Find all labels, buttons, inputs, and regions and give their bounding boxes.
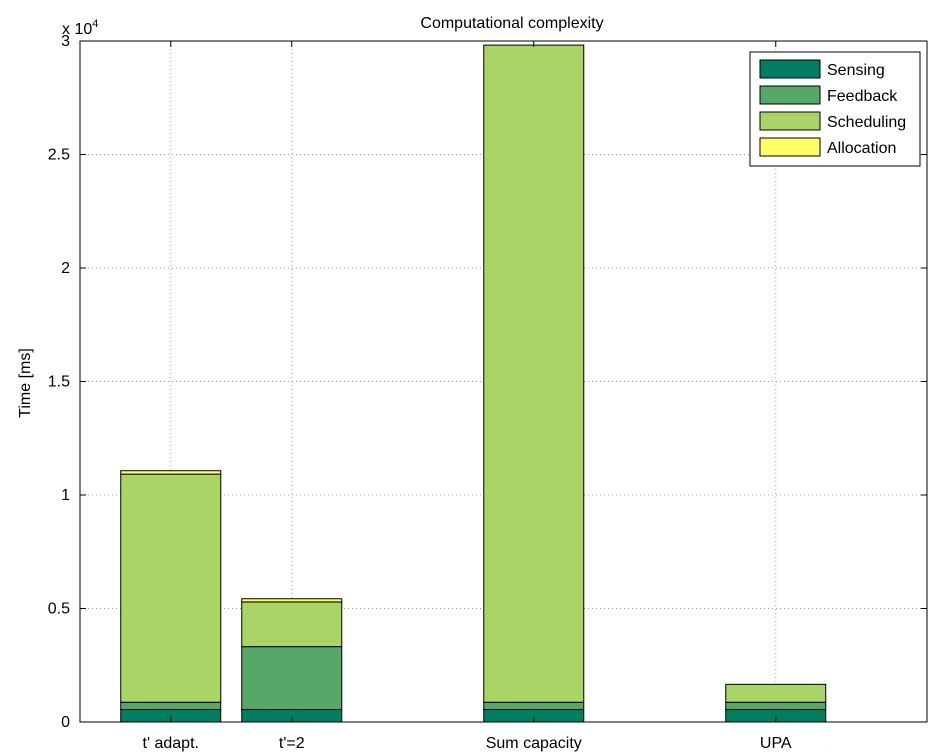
bar-segment-feedback bbox=[241, 646, 343, 711]
bar-segment-scheduling bbox=[120, 473, 222, 703]
y-axis-label: Time [ms] bbox=[17, 348, 34, 418]
y-tick-label: 1 bbox=[61, 487, 70, 504]
legend: Sensing Feedback Scheduling Allocation bbox=[749, 51, 921, 167]
bars bbox=[120, 44, 827, 723]
bar-segment-feedback bbox=[483, 701, 585, 711]
x-tick-label: Sum capacity bbox=[486, 735, 582, 752]
bar-segment-scheduling bbox=[725, 683, 827, 703]
y-tick-label: 2 bbox=[61, 260, 70, 277]
legend-swatch bbox=[759, 137, 821, 157]
legend-label: Scheduling bbox=[827, 114, 906, 131]
chart-title: Computational complexity bbox=[420, 15, 603, 32]
bar-segment-feedback bbox=[725, 701, 827, 711]
x-tick-label: t'=2 bbox=[279, 735, 305, 752]
y-tick-label: 0.5 bbox=[48, 601, 70, 618]
y-exponent-power: 4 bbox=[92, 18, 98, 30]
legend-label: Feedback bbox=[827, 88, 898, 105]
y-tick-label: 0 bbox=[61, 714, 70, 731]
legend-label: Allocation bbox=[827, 140, 896, 157]
y-exponent-base: x 10 bbox=[62, 21, 92, 38]
bar-segment-allocation bbox=[241, 598, 343, 603]
x-tick-label: t' adapt. bbox=[143, 735, 199, 752]
x-tick-label: UPA bbox=[760, 735, 792, 752]
bar-segment-scheduling bbox=[483, 44, 585, 703]
bar-segment-scheduling bbox=[241, 601, 343, 648]
y-exponent-label: x 104 bbox=[62, 18, 98, 38]
y-tick-label: 3 bbox=[61, 33, 70, 50]
bar-segment-feedback bbox=[120, 701, 222, 711]
bar-segment-allocation bbox=[120, 470, 222, 475]
legend-swatch bbox=[759, 85, 821, 105]
y-tick-label: 2.5 bbox=[48, 147, 70, 164]
legend-swatch bbox=[759, 111, 821, 131]
legend-swatch bbox=[759, 59, 821, 79]
y-tick-label: 1.5 bbox=[48, 374, 70, 391]
legend-label: Sensing bbox=[827, 62, 885, 79]
axis-ticks: 0 0.5 1 1.5 2 2.5 3 t' adapt. t'=2 Sum capacity UP… bbox=[48, 33, 927, 752]
